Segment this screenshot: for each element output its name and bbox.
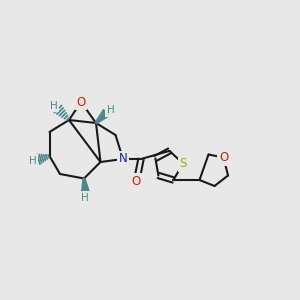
Text: S: S [179, 157, 187, 170]
Text: O: O [76, 95, 85, 109]
Polygon shape [81, 178, 90, 194]
Text: O: O [219, 151, 228, 164]
Text: H: H [28, 155, 36, 166]
Text: O: O [132, 175, 141, 188]
Text: H: H [106, 105, 114, 116]
Polygon shape [95, 110, 110, 124]
Text: H: H [50, 100, 57, 111]
Text: H: H [81, 193, 89, 203]
Text: N: N [118, 152, 127, 166]
